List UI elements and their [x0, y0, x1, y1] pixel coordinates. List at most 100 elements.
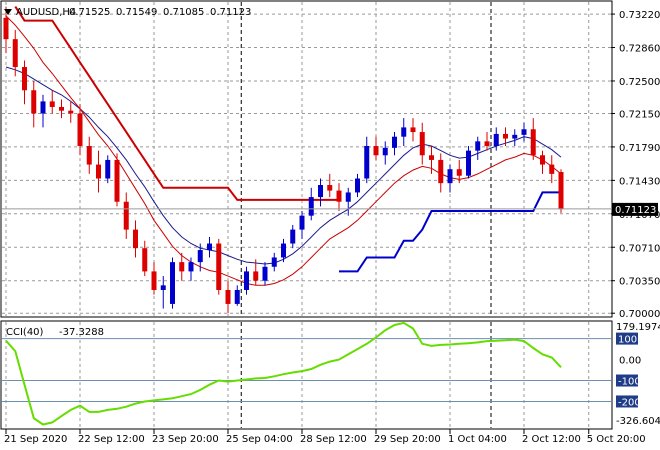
candle-body [86, 145, 92, 165]
candle-body [68, 110, 74, 114]
price-tick-label: 0.70000 [619, 309, 660, 320]
candle-body [373, 145, 379, 156]
current-price-label: 0.71123 [615, 205, 656, 216]
candle-body [456, 169, 462, 176]
candle-body [336, 190, 342, 202]
ohlc-close: 0.71123 [210, 7, 251, 18]
frames [0, 0, 613, 430]
time-tick-label: 23 Sep 20:00 [152, 434, 219, 445]
cci-line [5, 321, 562, 426]
cci-title: CCI(40) [6, 327, 44, 338]
band-line [339, 191, 561, 273]
candle-body [558, 172, 564, 210]
main-chart-title: AUDUSD,H4 [16, 7, 76, 18]
candle-body [401, 127, 407, 137]
candle-body [133, 229, 138, 249]
price-tick-label: 0.71430 [619, 176, 660, 187]
candle-body [512, 134, 518, 139]
time-tick-label: 22 Sep 12:00 [78, 434, 145, 445]
candle-body [123, 201, 129, 230]
time-tick-label: 21 Sep 2020 [4, 434, 67, 445]
candle-body [438, 159, 444, 184]
candle-body [299, 215, 305, 230]
time-tick-label: 2 Oct 12:00 [522, 434, 581, 445]
cci-level-box [616, 374, 638, 387]
price-axis: 0.73220 0.72860 0.72500 0.72150 0.71790 0.714… [611, 10, 660, 320]
cci-max-label: 179.1974 [616, 322, 660, 333]
candle-body [345, 192, 351, 202]
candle-body [151, 271, 157, 290]
candle-body [290, 229, 296, 244]
candle-body [77, 113, 83, 146]
time-tick-label: 29 Sep 20:00 [374, 434, 441, 445]
candle-body [262, 266, 268, 281]
cci-level-label: 0.00 [619, 356, 641, 367]
time-tick-label: 25 Sep 04:00 [226, 434, 293, 445]
candle-body [364, 145, 370, 179]
candle-body [244, 271, 249, 290]
time-tick-label: 1 Oct 04:00 [448, 434, 507, 445]
candle-body [197, 250, 203, 263]
candle-body [271, 257, 277, 267]
candle-body [419, 132, 425, 156]
candle-body [410, 127, 416, 133]
candle-body [3, 17, 9, 40]
candle-body [160, 285, 166, 290]
cci-min-label: -326.6041 [616, 416, 660, 427]
candle-body [392, 136, 397, 148]
price-tick-label: 0.72500 [619, 77, 660, 88]
candle-body [253, 271, 259, 281]
candle-body [484, 141, 490, 146]
ohlc-high: 0.71549 [116, 7, 157, 18]
candle-body [114, 159, 120, 202]
candle-body [327, 185, 333, 191]
candle-body [549, 164, 555, 174]
current-price-box [612, 202, 658, 216]
price-tick-label: 0.71790 [619, 143, 660, 154]
time-axis: 21 Sep 2020 22 Sep 12:00 23 Sep 20:00 25 Se… [4, 429, 646, 445]
price-tick-label: 0.70710 [619, 243, 660, 254]
cci-level-label: -200 [618, 397, 641, 408]
candle-body [530, 129, 536, 156]
candle-body [382, 147, 388, 156]
grid [2, 2, 611, 428]
cci-pane-frame [0, 320, 613, 430]
candle-body [318, 185, 323, 198]
candle-body [188, 262, 194, 272]
candle-body [49, 101, 55, 107]
time-tick-label: 28 Sep 12:00 [300, 434, 367, 445]
candle-body [12, 39, 18, 68]
ohlc-open: 0.71525 [69, 7, 110, 18]
candle-body [225, 289, 231, 304]
cci-axis: 100 0.00 -100 -200 179.1974 -326.6041 [616, 322, 660, 427]
candle-body [31, 90, 37, 114]
candle-body [281, 243, 286, 258]
price-tick-label: 0.70350 [619, 277, 660, 288]
cci-level-label: 100 [618, 335, 637, 346]
cci-value: -37.3288 [59, 327, 104, 338]
candle-body [308, 197, 314, 216]
price-tick-label: 0.73220 [619, 10, 660, 21]
price-tick-label: 0.72150 [619, 109, 660, 120]
candle-body [216, 243, 222, 290]
candle-body [59, 106, 64, 111]
candle-body [503, 133, 508, 139]
main-pane-frame [0, 0, 613, 318]
candle-body [234, 289, 240, 304]
triangle-down-icon[interactable] [4, 9, 12, 15]
candle-body [207, 243, 212, 251]
candle-body [179, 262, 185, 272]
candle-body [40, 101, 46, 114]
candle-body [521, 129, 527, 135]
candle-body [355, 178, 360, 193]
cci-level-box [616, 395, 638, 408]
candle-body [96, 164, 101, 179]
cci-level-box [616, 332, 638, 345]
candle-body [170, 262, 175, 304]
candle-body [22, 67, 27, 91]
candle-body [447, 169, 453, 184]
candle-body [466, 150, 471, 176]
candle-body [429, 155, 434, 160]
